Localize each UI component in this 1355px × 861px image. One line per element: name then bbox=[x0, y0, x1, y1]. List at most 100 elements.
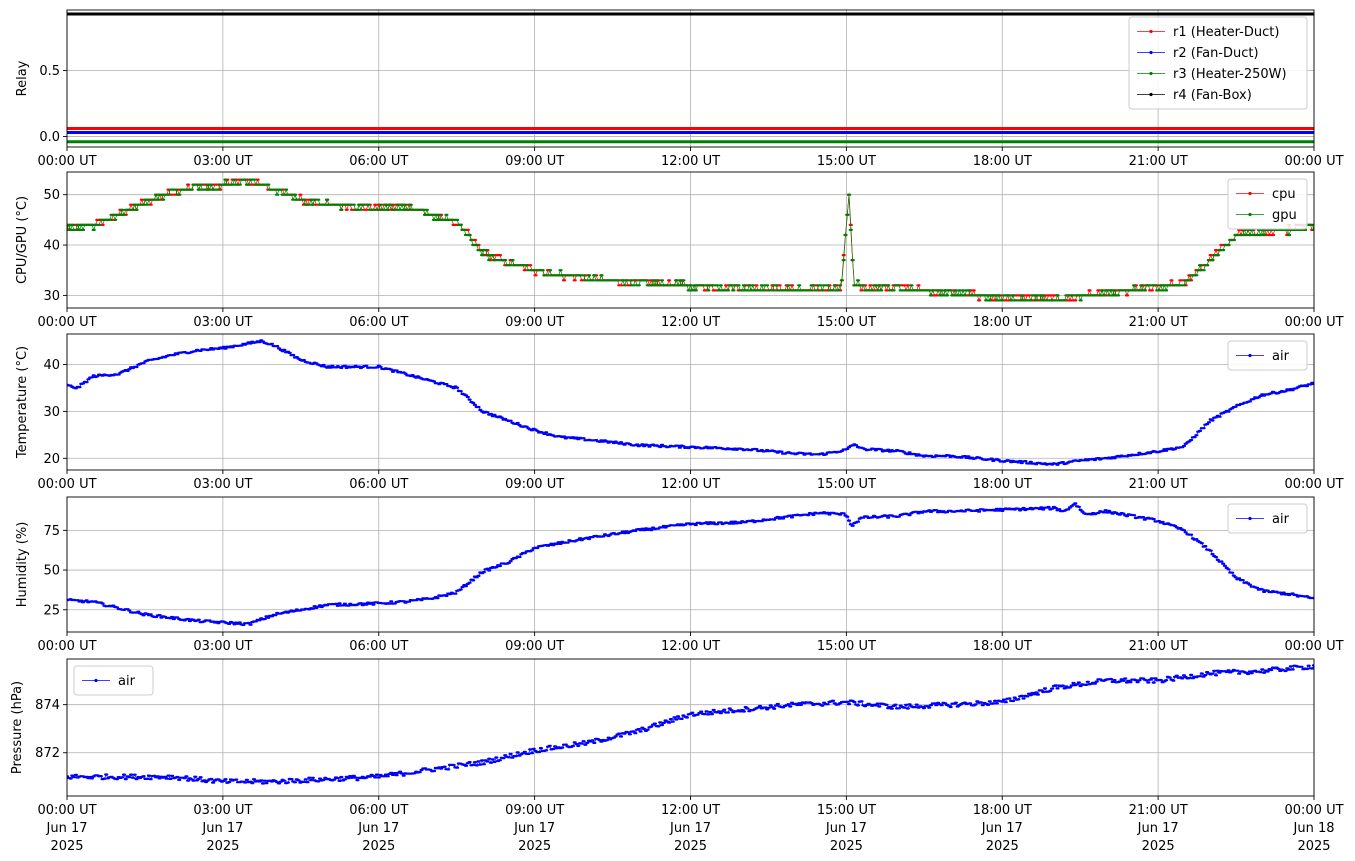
x-tick-label: 12:00 UT bbox=[661, 803, 720, 818]
x-tick-label: 03:00 UT bbox=[193, 315, 252, 330]
x-tick-label: 00:00 UT bbox=[37, 639, 96, 654]
x-tick-label: 18:00 UT bbox=[973, 477, 1032, 492]
x-date-label: Jun 17 bbox=[669, 821, 711, 836]
legend-marker bbox=[1248, 191, 1252, 196]
plot-area bbox=[67, 339, 1314, 466]
x-date-label: Jun 17 bbox=[981, 821, 1023, 836]
x-tick-label: 12:00 UT bbox=[661, 477, 720, 492]
series-air bbox=[67, 502, 1314, 626]
x-tick-label: 09:00 UT bbox=[505, 154, 564, 169]
legend-marker bbox=[94, 678, 98, 683]
x-tick-label: 18:00 UT bbox=[973, 639, 1032, 654]
x-date-label: Jun 17 bbox=[1137, 821, 1179, 836]
plot-area bbox=[67, 664, 1314, 785]
x-tick-label: 06:00 UT bbox=[349, 477, 408, 492]
x-tick-label: 18:00 UT bbox=[973, 154, 1032, 169]
legend-label: air bbox=[1272, 349, 1290, 364]
x-tick-label: 03:00 UT bbox=[193, 803, 252, 818]
x-date-label: Jun 17 bbox=[825, 821, 867, 836]
y-axis-label: Temperature (°C) bbox=[15, 346, 30, 459]
x-tick-label: 18:00 UT bbox=[973, 315, 1032, 330]
legend-marker bbox=[1248, 353, 1252, 358]
x-tick-label: 15:00 UT bbox=[817, 477, 876, 492]
x-year-label: 2025 bbox=[206, 839, 239, 854]
x-date-label: Jun 18 bbox=[1293, 821, 1335, 836]
panel-1: 0.0 0.5 Relay 00:00 UT 03:00 UT 06:00 UT 09:00… bbox=[15, 9, 1344, 169]
x-tick-label: 15:00 UT bbox=[817, 803, 876, 818]
panel-4: 25 50 75 Humidity (%) 00:00 UT 03:00 UT 06:00 … bbox=[15, 496, 1344, 654]
series-markers bbox=[67, 502, 1314, 626]
series-markers bbox=[67, 339, 1314, 466]
legend-marker bbox=[1149, 50, 1153, 55]
legend-marker bbox=[1149, 29, 1153, 34]
legend-box bbox=[1227, 503, 1308, 534]
panel-5: 872 874 Pressure (hPa) 00:00 UT Jun 17 2025 03… bbox=[10, 658, 1344, 854]
x-date-label: Jun 17 bbox=[513, 821, 555, 836]
legend-box bbox=[73, 665, 154, 696]
plot-area bbox=[67, 178, 1314, 302]
x-tick-label: 09:00 UT bbox=[505, 639, 564, 654]
y-tick-label: 25 bbox=[43, 603, 60, 618]
legend-marker bbox=[1248, 516, 1252, 521]
x-tick-label: 12:00 UT bbox=[661, 315, 720, 330]
x-tick-label: 00:00 UT bbox=[37, 477, 96, 492]
x-tick-label: 09:00 UT bbox=[505, 315, 564, 330]
x-tick-label: 03:00 UT bbox=[193, 639, 252, 654]
y-tick-label: 874 bbox=[35, 698, 60, 713]
y-tick-label: 0.5 bbox=[39, 64, 60, 79]
series-markers bbox=[67, 178, 1314, 302]
x-date-label: Jun 17 bbox=[46, 821, 88, 836]
x-tick-label: 21:00 UT bbox=[1129, 154, 1188, 169]
legend-label: r2 (Fan-Duct) bbox=[1173, 46, 1259, 61]
plot-area bbox=[67, 502, 1314, 626]
x-tick-label: 00:00 UT bbox=[37, 803, 96, 818]
x-tick-label: 06:00 UT bbox=[349, 315, 408, 330]
y-tick-label: 0.0 bbox=[39, 130, 60, 145]
y-tick-label: 30 bbox=[43, 405, 60, 420]
y-tick-label: 50 bbox=[43, 564, 60, 579]
legend: cpu gpu bbox=[1227, 178, 1308, 230]
x-tick-label: 18:00 UT bbox=[973, 803, 1032, 818]
y-axis-label: CPU/GPU (°C) bbox=[15, 196, 30, 284]
legend-marker bbox=[1149, 71, 1153, 76]
x-tick-label: 21:00 UT bbox=[1129, 477, 1188, 492]
x-tick-label: 15:00 UT bbox=[817, 154, 876, 169]
y-tick-label: 40 bbox=[43, 239, 60, 254]
series-air bbox=[67, 664, 1314, 785]
x-tick-label: 06:00 UT bbox=[349, 803, 408, 818]
x-year-label: 2025 bbox=[518, 839, 551, 854]
series-markers bbox=[67, 664, 1314, 785]
x-tick-label: 00:00 UT bbox=[37, 154, 96, 169]
legend-box bbox=[1128, 16, 1308, 110]
legend-marker bbox=[1149, 92, 1153, 97]
y-axis-label: Humidity (%) bbox=[15, 522, 30, 608]
y-axis-label: Relay bbox=[15, 60, 30, 96]
x-date-label: Jun 17 bbox=[201, 821, 243, 836]
legend: air bbox=[1227, 503, 1308, 534]
x-year-label: 2025 bbox=[50, 839, 83, 854]
y-tick-label: 40 bbox=[43, 358, 60, 373]
x-year-label: 2025 bbox=[986, 839, 1019, 854]
series-gpu bbox=[67, 178, 1314, 302]
x-tick-label: 00:00 UT bbox=[1284, 154, 1343, 169]
x-tick-label: 03:00 UT bbox=[193, 477, 252, 492]
x-tick-label: 09:00 UT bbox=[505, 477, 564, 492]
x-tick-label: 06:00 UT bbox=[349, 639, 408, 654]
y-tick-label: 872 bbox=[35, 746, 60, 761]
x-tick-label: 00:00 UT bbox=[1284, 803, 1343, 818]
x-tick-label: 21:00 UT bbox=[1129, 803, 1188, 818]
panel-2: 30 40 50 CPU/GPU (°C) 00:00 UT 03:00 UT 06:00 … bbox=[15, 171, 1344, 330]
legend-label: r1 (Heater-Duct) bbox=[1173, 25, 1279, 40]
legend-box bbox=[1227, 178, 1308, 230]
legend: air bbox=[1227, 340, 1308, 371]
x-year-label: 2025 bbox=[362, 839, 395, 854]
y-tick-label: 30 bbox=[43, 289, 60, 304]
legend-label: r4 (Fan-Box) bbox=[1173, 88, 1252, 103]
x-tick-label: 21:00 UT bbox=[1129, 639, 1188, 654]
x-tick-label: 12:00 UT bbox=[661, 154, 720, 169]
x-tick-label: 12:00 UT bbox=[661, 639, 720, 654]
legend-label: air bbox=[118, 674, 136, 689]
plot-area bbox=[67, 12, 1314, 144]
x-tick-label: 03:00 UT bbox=[193, 154, 252, 169]
